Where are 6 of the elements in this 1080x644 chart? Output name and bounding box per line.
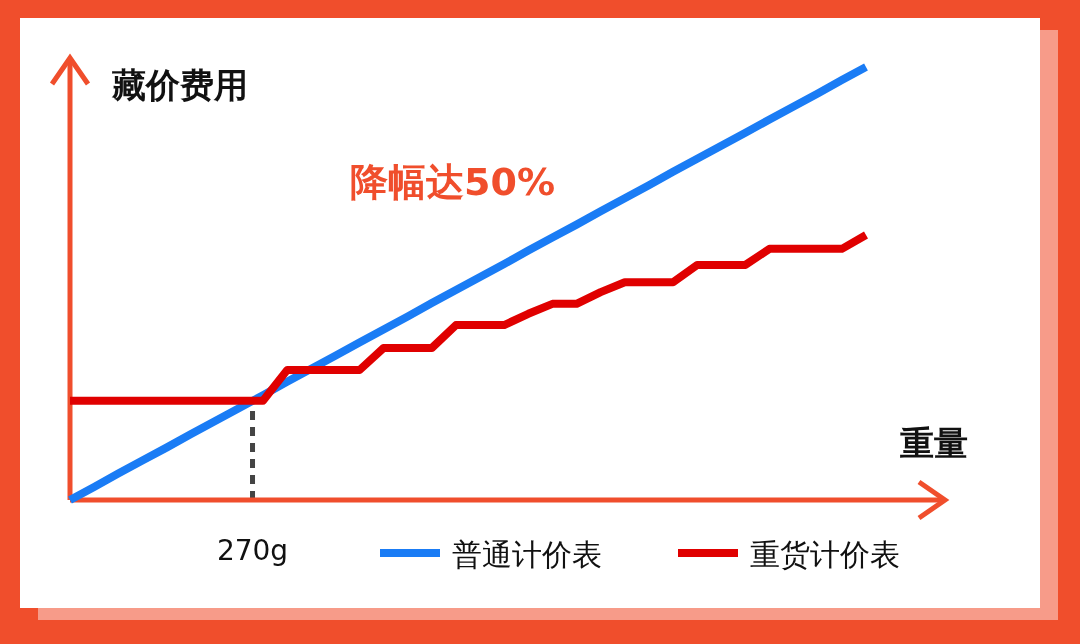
annotation: 降幅达50% <box>350 160 555 204</box>
legend-label: 重货计价表 <box>750 537 900 572</box>
legend-label: 普通计价表 <box>452 537 602 572</box>
x-axis-title: 重量 <box>900 423 968 463</box>
text: 270g <box>216 534 289 567</box>
y-axis-title: 藏价费用 <box>111 65 248 105</box>
